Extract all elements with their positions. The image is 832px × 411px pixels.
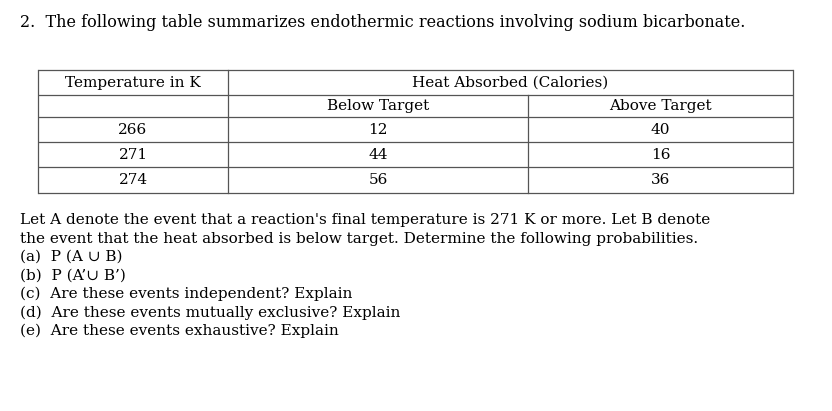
Text: Below Target: Below Target (327, 99, 429, 113)
Text: 271: 271 (118, 148, 147, 162)
Text: Let A denote the event that a reaction's final temperature is 271 K or more. Let: Let A denote the event that a reaction's… (20, 213, 711, 227)
Text: Temperature in K: Temperature in K (65, 76, 201, 90)
Text: 16: 16 (651, 148, 671, 162)
Text: 44: 44 (369, 148, 388, 162)
Text: the event that the heat absorbed is below target. Determine the following probab: the event that the heat absorbed is belo… (20, 231, 698, 245)
Text: Heat Absorbed (Calories): Heat Absorbed (Calories) (413, 76, 609, 90)
Text: 40: 40 (651, 122, 671, 136)
Text: 274: 274 (118, 173, 147, 187)
Text: (c)  Are these events independent? Explain: (c) Are these events independent? Explai… (20, 287, 353, 301)
Text: (a)  P (A ∪ B): (a) P (A ∪ B) (20, 250, 122, 264)
Text: 12: 12 (369, 122, 388, 136)
Text: (e)  Are these events exhaustive? Explain: (e) Are these events exhaustive? Explain (20, 324, 339, 338)
Text: (d)  Are these events mutually exclusive? Explain: (d) Are these events mutually exclusive?… (20, 305, 400, 320)
Text: 36: 36 (651, 173, 671, 187)
Text: 2.  The following table summarizes endothermic reactions involving sodium bicarb: 2. The following table summarizes endoth… (20, 14, 745, 31)
Text: (b)  P (A’∪ B’): (b) P (A’∪ B’) (20, 268, 126, 282)
Text: 56: 56 (369, 173, 388, 187)
Text: 266: 266 (118, 122, 147, 136)
Text: Above Target: Above Target (609, 99, 712, 113)
